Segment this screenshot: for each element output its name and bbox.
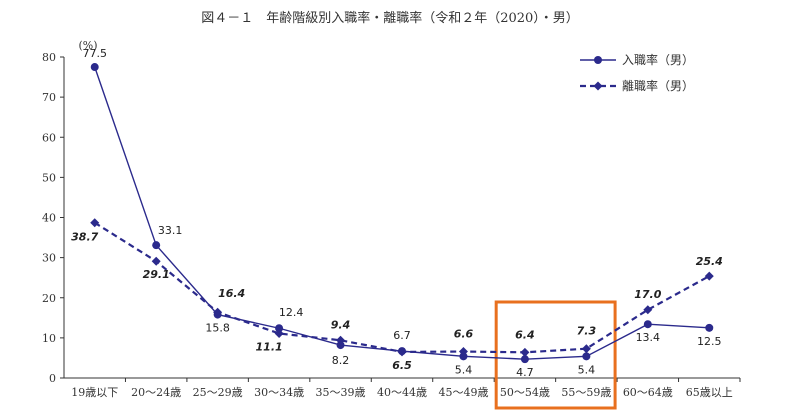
entry-rate-label: 77.5 <box>82 47 107 60</box>
separation-rate-point <box>90 218 100 228</box>
entry-rate-label: 15.8 <box>205 322 230 335</box>
y-tick-label: 60 <box>42 131 56 144</box>
entry-rate-point <box>275 324 284 333</box>
x-tick-label: 40～44歳 <box>377 386 427 399</box>
separation-rate-label: 17.0 <box>634 288 661 301</box>
entry-rate-label: 5.4 <box>455 363 473 376</box>
separation-rate-label: 6.6 <box>454 328 474 341</box>
series-layer <box>90 63 714 364</box>
legend-label: 離職率（男） <box>622 78 694 93</box>
separation-rate-point <box>213 307 223 317</box>
separation-rate-point <box>336 335 346 345</box>
highlight-box <box>494 300 617 410</box>
series-line <box>94 66 710 360</box>
y-tick-label: 80 <box>42 51 56 64</box>
separation-rate-point <box>151 256 161 266</box>
x-tick-label: 25～29歳 <box>193 386 243 399</box>
separation-rate-label: 11.1 <box>256 340 283 353</box>
y-tick-label: 0 <box>49 372 56 385</box>
separation-rate-label: 6.5 <box>392 359 412 372</box>
entry-rate-point <box>643 320 652 329</box>
y-tick-label: 10 <box>42 332 56 345</box>
y-tick-label: 70 <box>42 91 56 104</box>
separation-rate-point <box>643 305 653 315</box>
x-tick-label: 45～49歳 <box>438 386 488 399</box>
entry-rate-point <box>520 355 529 364</box>
y-tick-label: 30 <box>42 252 56 265</box>
entry-rate-label: 33.1 <box>158 224 183 237</box>
separation-rate-label: 6.4 <box>515 328 535 341</box>
axes: 0 10 20 30 40 50 60 70 80 19歳以下 20～24歳 25～29歳 30～34歳… <box>42 51 741 399</box>
entry-rate-label: 13.4 <box>636 331 661 344</box>
entry-rate-label: 6.7 <box>393 329 411 342</box>
legend: 入職率（男） 離職率（男） <box>580 52 694 93</box>
y-tick-label: 20 <box>42 292 56 305</box>
separation-rate-point <box>704 271 714 281</box>
x-tick-label: 30～34歳 <box>254 386 304 399</box>
separation-rate-point <box>520 347 530 357</box>
entry-rate-point <box>459 352 468 361</box>
x-tick-label: 35～39歳 <box>316 386 366 399</box>
separation-rate-point <box>581 344 591 354</box>
separation-rate-label: 16.4 <box>218 287 245 300</box>
entry-rate-label: 12.4 <box>279 306 304 319</box>
separation-rate-label: 29.1 <box>143 268 170 281</box>
x-tick-label: 55～59歳 <box>561 386 611 399</box>
x-tick-label: 50～54歳 <box>500 386 550 399</box>
x-tick-label: 65歳以上 <box>686 386 733 399</box>
x-tick-label: 20～24歳 <box>131 386 181 399</box>
data-label-layer: 77.5 33.1 15.8 12.4 8.2 6.7 5.4 4.7 5.4 13.4 12.5 3… <box>71 47 723 379</box>
x-tick-label: 60～64歳 <box>623 386 673 399</box>
y-tick-label: 50 <box>42 171 56 184</box>
y-axis-unit: (%) <box>78 39 97 52</box>
separation-rate-label: 9.4 <box>331 318 351 331</box>
legend-circle-marker <box>594 56 602 64</box>
entry-rate-point <box>336 341 345 350</box>
separation-rate-point <box>397 347 407 357</box>
legend-label: 入職率（男） <box>622 52 694 67</box>
chart-title: 図４－１ 年齢階級別入職率・離職率（令和２年（2020）・男） <box>201 10 579 26</box>
entry-rate-label: 5.4 <box>578 363 596 376</box>
separation-rate-label: 7.3 <box>577 325 597 338</box>
separation-rate-point <box>274 328 284 338</box>
legend-diamond-marker <box>593 81 603 91</box>
entry-rate-point <box>582 352 591 361</box>
separation-rate-point <box>458 347 468 357</box>
y-tick-label: 40 <box>42 212 56 225</box>
entry-rate-point <box>152 241 161 250</box>
entry-rate-label: 4.7 <box>516 366 534 379</box>
separation-rate-label: 25.4 <box>696 255 723 268</box>
entry-rate-point <box>705 323 714 332</box>
entry-rate-label: 8.2 <box>332 354 350 367</box>
highlight-layer <box>494 300 617 410</box>
entry-rate-point <box>90 63 99 72</box>
separation-rate-label: 38.7 <box>71 231 98 244</box>
entry-rate-label: 12.5 <box>697 335 722 348</box>
x-tick-label: 19歳以下 <box>71 386 118 399</box>
